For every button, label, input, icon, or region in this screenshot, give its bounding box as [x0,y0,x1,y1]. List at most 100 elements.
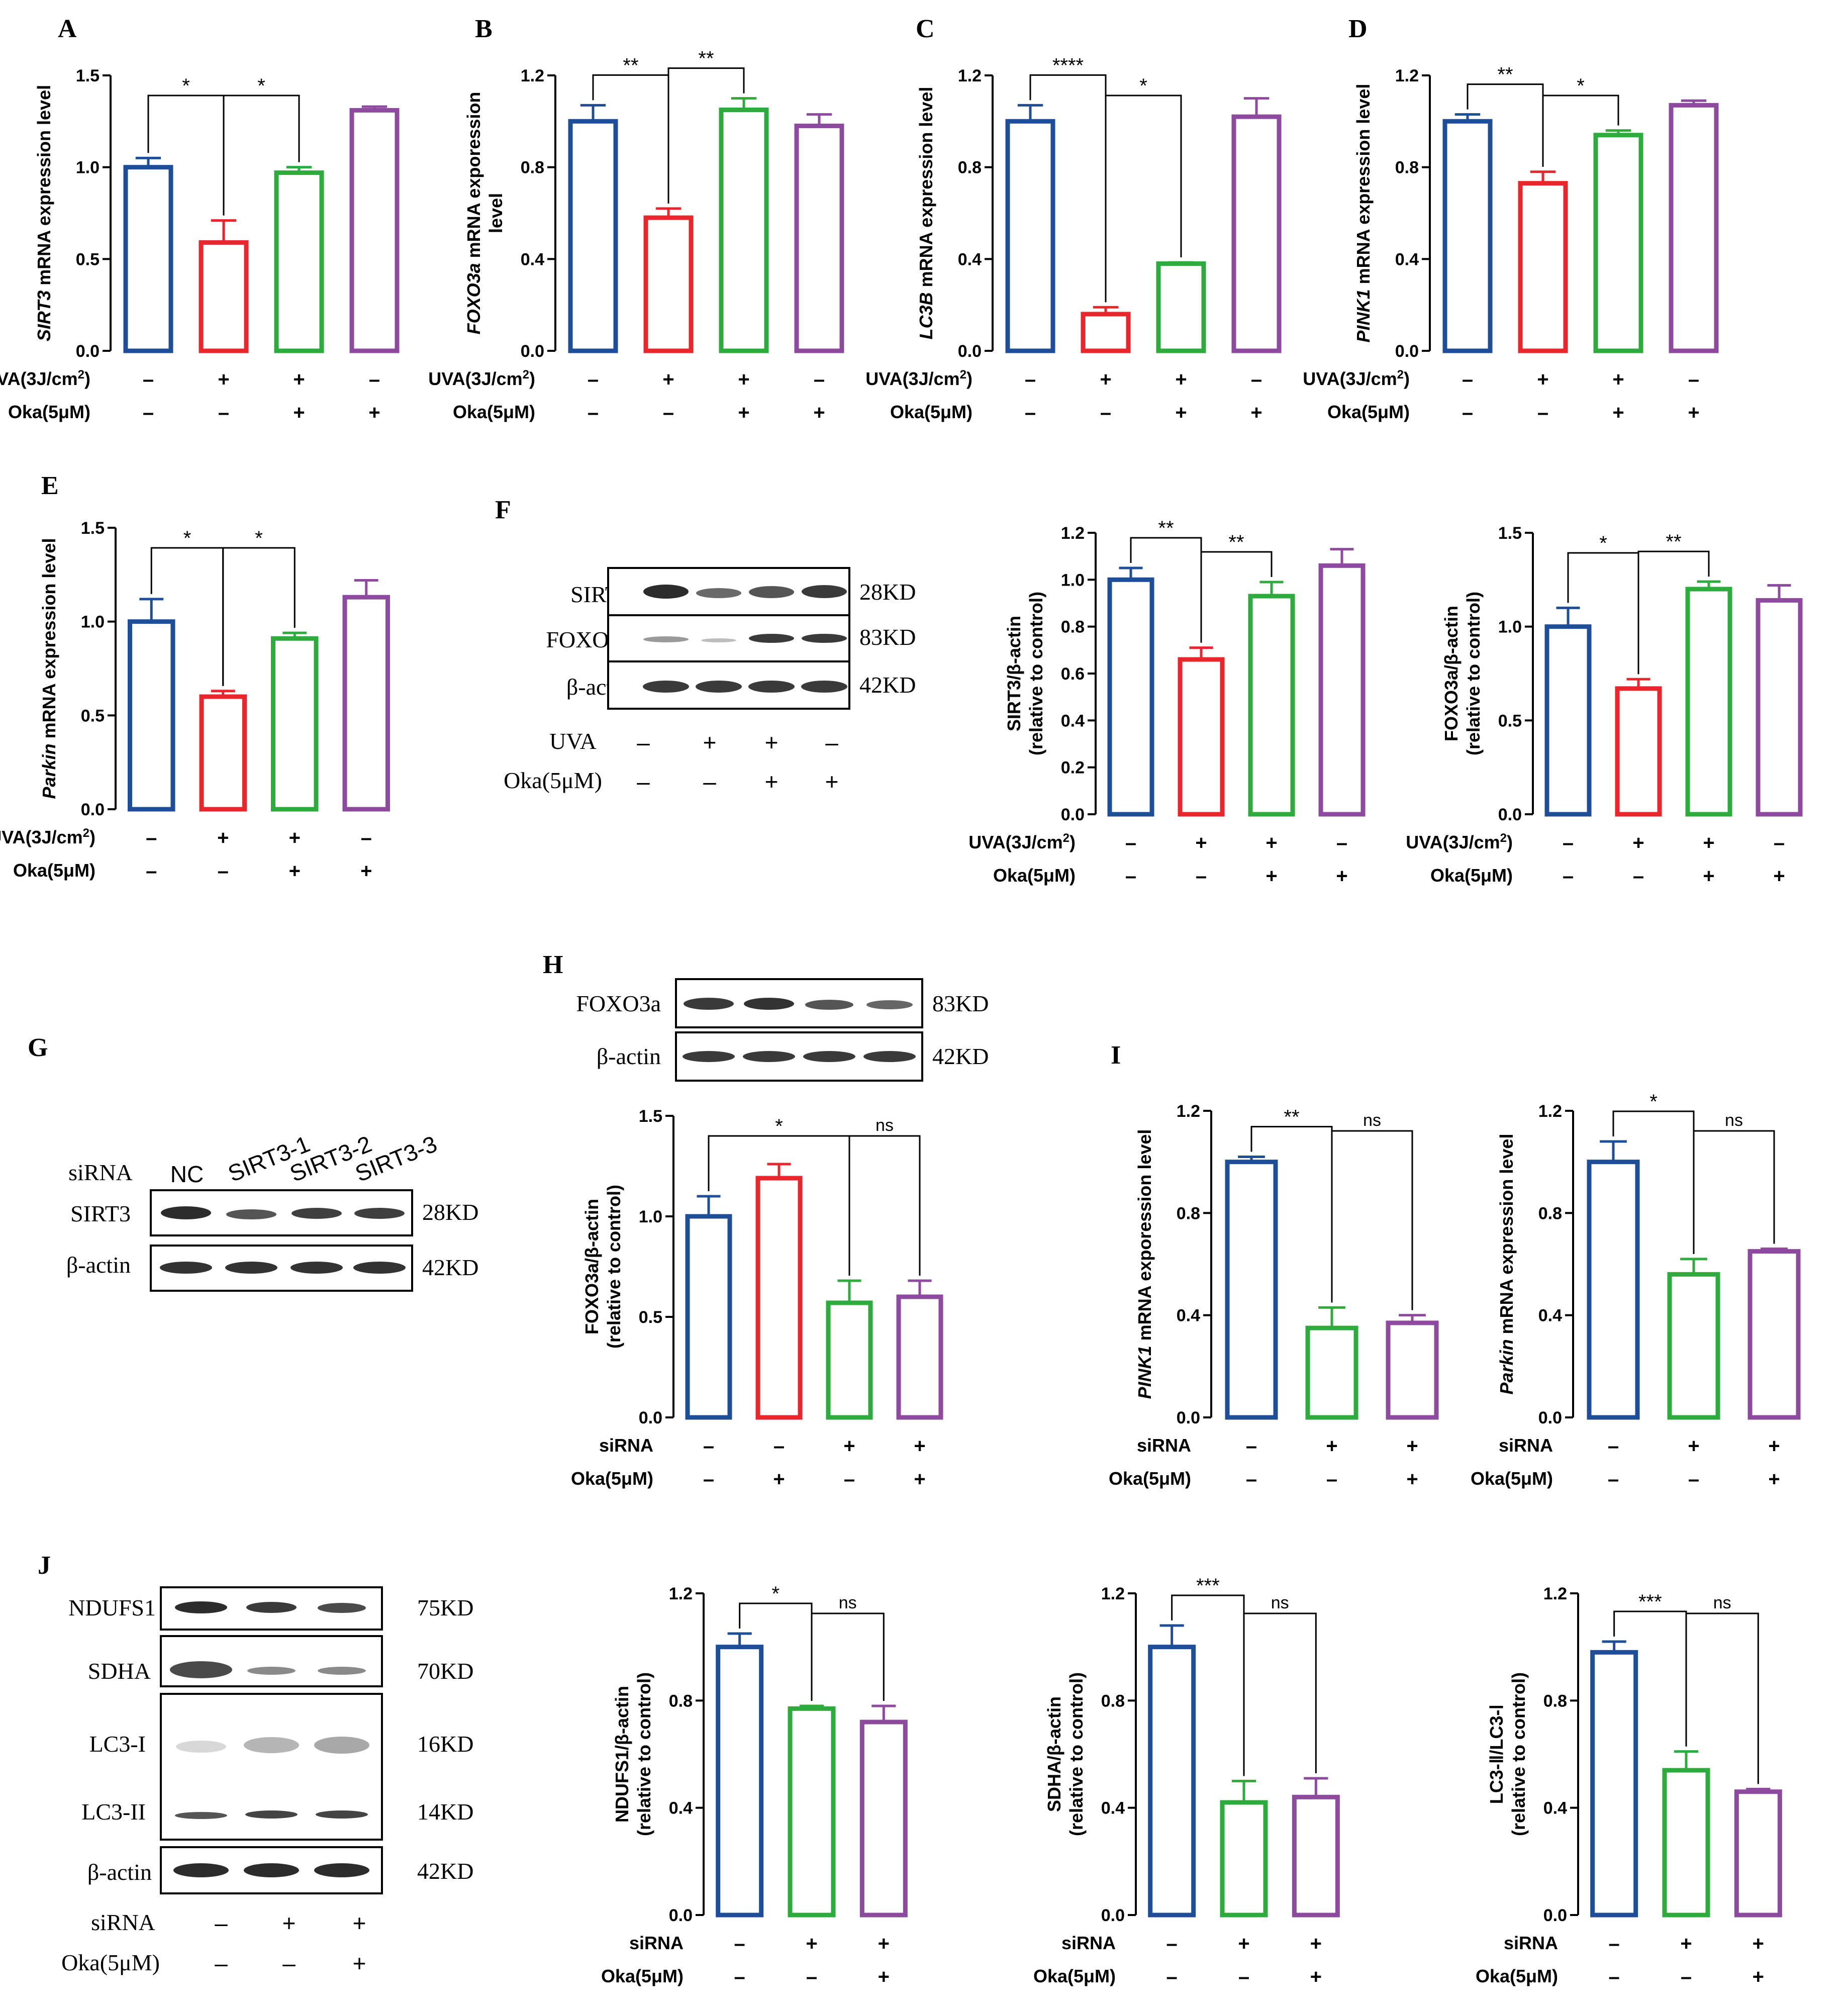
y-tick-label: 1.2 [1395,66,1419,85]
bar [1593,133,1643,353]
y-tick-label: 1.0 [1498,618,1522,637]
blot-j-membrane [160,1635,383,1687]
condition-label-post: ) [1404,368,1410,389]
y-axis-label-gene: Parkin [39,743,59,799]
y-tick-label: 0.0 [521,342,544,361]
condition-sign: – [1462,368,1473,391]
significance-bracket [150,547,224,686]
condition-label-name: UVA(3J/cm [865,368,959,389]
condition-label: siRNA [599,1435,653,1456]
bar [826,1300,873,1420]
y-tick-label: 0.4 [958,250,982,269]
y-tick-label: 1.2 [1101,1584,1125,1603]
condition-label: Oka(5μM) [601,1966,684,1986]
y-tick-label: 1.0 [1061,570,1085,590]
y-tick-label: 0.8 [521,158,544,177]
condition-label-sup: 2 [1397,368,1404,381]
significance-bracket [1613,1610,1687,1747]
cond-sign: – [215,1910,228,1936]
y-tick-label: 0.0 [1101,1906,1125,1925]
condition-label: siRNA [1499,1435,1553,1456]
y-axis-label-text: mRNA expression level [39,538,59,744]
y-tick-label: 0.0 [81,800,105,819]
blot-j-row-label: β-actin [87,1859,152,1885]
condition-sign: + [1753,1966,1764,1988]
blot-band [696,588,741,598]
condition-sign: + [662,368,674,391]
y-axis-label-text: FOXO3a/β-actin [581,1199,602,1334]
condition-sign: + [1238,1933,1249,1955]
condition-sign: – [1336,832,1347,854]
y-axis-label: LC3B mRNA expression level [916,87,936,340]
blot-band [683,1051,735,1062]
blot-band [244,1863,299,1877]
y-tick-label: 0.0 [1498,805,1522,824]
condition-label: Oka(5μM) [1471,1468,1553,1489]
y-axis-label-text: mRNA expression level [916,87,936,293]
blot-band [802,585,847,598]
condition-sign: – [1563,865,1574,887]
y-tick-label: 0.4 [1101,1799,1125,1818]
bar [199,240,249,353]
condition-label: siRNA [1061,1933,1116,1953]
condition-sign: + [293,368,305,391]
condition-sign: – [369,368,380,391]
y-axis-label-text: mRNA expression level [1353,84,1374,290]
y-tick-label: 1.5 [639,1107,662,1126]
condition-label-name: siRNA [1499,1435,1553,1456]
blot-band [226,1209,276,1219]
significance-label: ** [1284,1106,1299,1128]
condition-label-post: ) [1069,832,1076,852]
panel-label-g: G [28,1033,48,1062]
condition-label-name: Oka(5μM) [993,865,1076,886]
condition-label-name: Oka(5μM) [8,402,90,422]
y-axis-label-line2: (relative to control) [1066,1672,1087,1836]
panel-label-i: I [1111,1041,1121,1070]
bar [1225,1160,1278,1420]
y-tick-label: 0.6 [1061,664,1085,684]
y-tick-label: 1.2 [1061,524,1085,543]
y-tick-label: 0.5 [639,1308,662,1327]
y-tick-label: 1.5 [76,66,100,85]
blot-band [749,634,794,643]
blot-g-row-label: β-actin [66,1252,131,1278]
condition-sign: + [293,402,305,424]
y-tick-label: 0.4 [1395,250,1419,269]
blot-g-row-label: SIRT3 [70,1201,131,1226]
blot-j-size: 42KD [417,1858,473,1884]
y-tick-label: 1.2 [521,66,544,85]
blot-band [353,1262,406,1274]
condition-label-name: Oka(5μM) [453,402,535,422]
y-axis-label-line2: (relative to control) [1508,1672,1529,1836]
significance-bracket [1130,537,1202,643]
condition-sign: + [878,1933,890,1955]
y-axis-label-text: LC3-Ⅱ/LC3-Ⅰ [1486,1704,1507,1804]
significance-bracket [1250,1126,1333,1303]
bar [128,619,175,812]
chart-e-parkin-mrna: 0.0 0.5 1.0 1.5 Parkin mRNA expression level… [0,519,390,882]
panel-label-f: F [495,496,511,524]
blot-j-size: 70KD [417,1658,473,1684]
significance-bracket [1467,83,1544,167]
condition-sign: + [1100,368,1111,391]
y-axis-label: Parkin mRNA expression level [39,538,59,799]
significance-label: * [1139,75,1147,97]
bar [349,108,400,353]
blot-band [291,1208,342,1219]
chart-i-parkin-mrna: 0.0 0.4 0.8 1.2 Parkin mRNA expression level… [1471,1091,1801,1490]
blot-band [175,1601,227,1613]
condition-label: siRNA [1504,1933,1558,1953]
blot-band [863,1051,916,1062]
condition-sign: + [1326,1435,1337,1457]
condition-sign: + [1406,1468,1418,1490]
blot-band [244,1737,299,1753]
significance-bracket [739,1602,813,1701]
condition-label-name: UVA(3J/cm [968,832,1062,852]
condition-label-name: Oka(5μM) [1430,865,1513,886]
condition-sign: – [1100,402,1111,424]
bar [1231,114,1282,353]
condition-sign: + [1753,1933,1764,1955]
significance-bracket [592,74,669,204]
y-tick-label: 0.0 [1543,1906,1567,1925]
blot-f-size: 28KD [859,579,916,605]
